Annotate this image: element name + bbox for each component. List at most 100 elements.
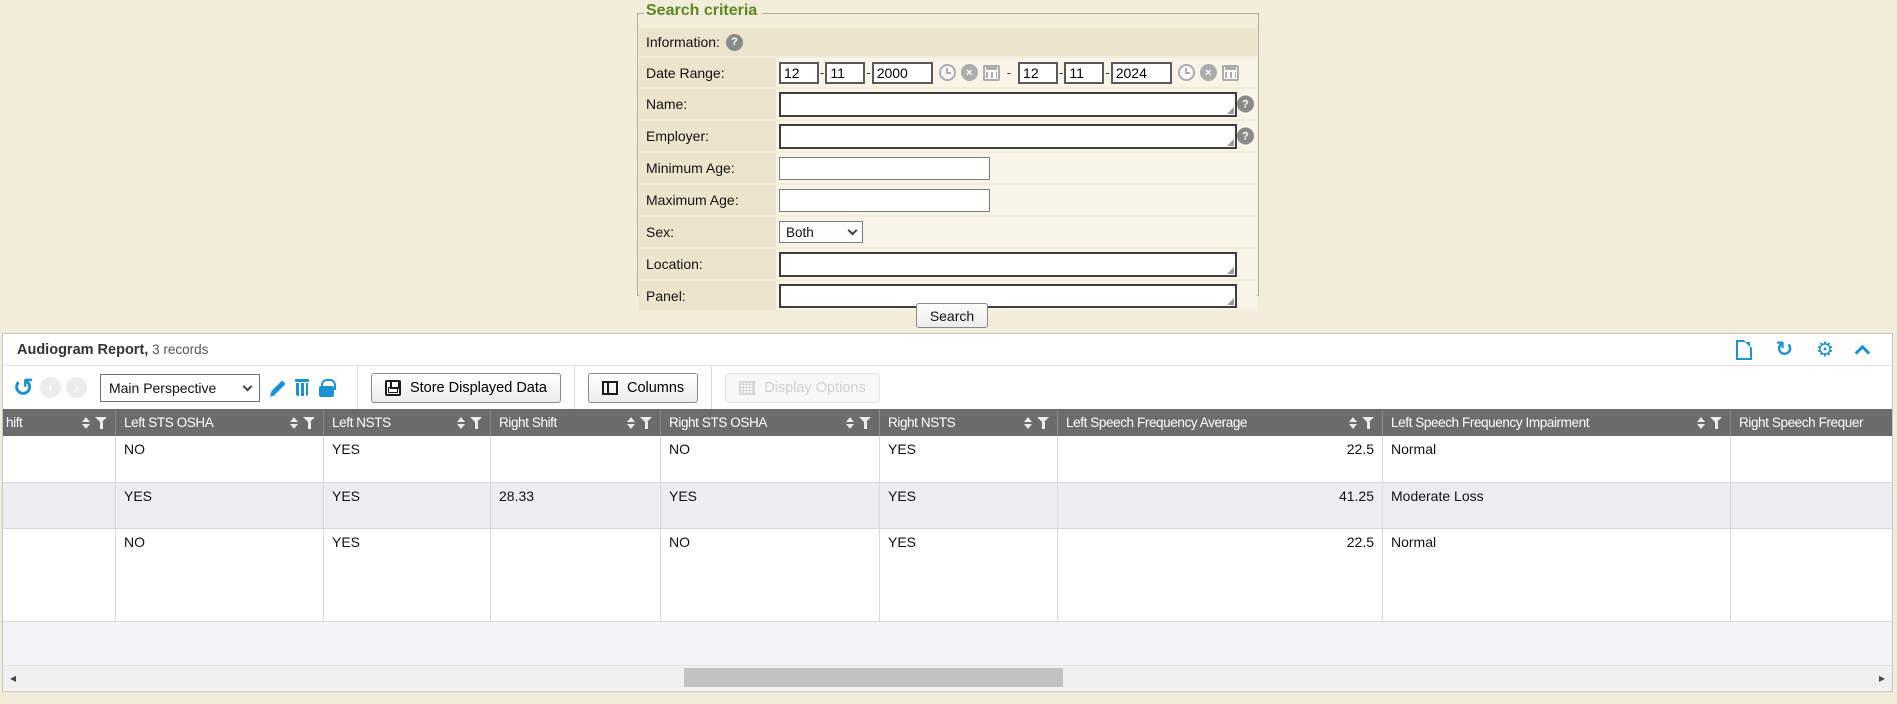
perspective-select[interactable]: Main Perspective [99, 373, 260, 402]
min-age-row: Minimum Age: [639, 153, 1257, 183]
filter-funnel-icon[interactable] [95, 416, 108, 429]
table-cell [1731, 483, 1892, 528]
filter-funnel-icon[interactable] [303, 416, 316, 429]
table-cell [3, 436, 116, 482]
to-year-input[interactable] [1110, 61, 1172, 84]
date-dash: - [1105, 65, 1110, 80]
location-row: Location: [639, 249, 1257, 279]
panel-resize-handle[interactable] [1227, 297, 1234, 305]
undo-icon[interactable]: ↺ [13, 373, 34, 402]
employer-input[interactable] [781, 125, 1235, 147]
table-cell: YES [880, 529, 1058, 621]
gear-icon[interactable]: ⚙ [1816, 338, 1834, 361]
filter-funnel-icon[interactable] [470, 416, 483, 429]
sort-icon[interactable] [1024, 416, 1032, 429]
max-age-input[interactable] [779, 188, 990, 212]
sex-row: Sex: Both [639, 217, 1257, 247]
column-header-label: Right STS OSHA [669, 415, 767, 430]
from-year-input[interactable] [871, 61, 933, 84]
column-header-left-nsts[interactable]: Left NSTS [324, 409, 491, 436]
columns-icon [601, 380, 618, 395]
column-header-left-speech-frequency-average[interactable]: Left Speech Frequency Average [1058, 409, 1383, 436]
scroll-left-arrow[interactable]: ◂ [10, 671, 17, 685]
from-calendar-icon[interactable] [982, 64, 1000, 81]
collapse-icon[interactable] [1854, 344, 1871, 360]
from-day-input[interactable] [825, 61, 866, 84]
column-header-label: Left Speech Frequency Average [1066, 415, 1248, 430]
information-help-icon[interactable]: ? [725, 33, 743, 51]
search-button[interactable]: Search [916, 303, 988, 328]
column-header-right-nsts[interactable]: Right NSTS [880, 409, 1058, 436]
location-resize-handle[interactable] [1227, 266, 1234, 274]
filter-funnel-icon[interactable] [859, 416, 872, 429]
sort-icon[interactable] [457, 416, 465, 429]
trash-icon[interactable] [294, 379, 309, 396]
name-help-icon[interactable]: ? [1237, 95, 1254, 113]
min-age-input[interactable] [779, 156, 990, 180]
column-header-right-shift[interactable]: Right Shift [491, 409, 661, 436]
table-cell: 22.5 [1058, 529, 1383, 621]
perspective-select-value: Main Perspective [108, 379, 217, 396]
employer-row: Employer: ? [639, 121, 1257, 151]
table-footer-area [3, 622, 1892, 665]
table-cell: YES [661, 483, 880, 528]
column-header-label: Right Shift [499, 415, 557, 430]
columns-button[interactable]: Columns [587, 372, 699, 403]
to-clear-icon[interactable]: × [1199, 64, 1217, 81]
record-count: 3 records [148, 342, 209, 357]
scrollbar-thumb[interactable] [684, 668, 1063, 687]
horizontal-scrollbar[interactable]: ◂ ▸ [3, 665, 1892, 690]
sort-icon[interactable] [1349, 416, 1357, 429]
table-cell: YES [116, 483, 324, 528]
sort-icon[interactable] [846, 416, 854, 429]
sort-icon[interactable] [1697, 416, 1705, 429]
name-resize-handle[interactable] [1227, 106, 1234, 114]
name-input[interactable] [781, 93, 1235, 115]
table-cell: YES [324, 436, 491, 482]
search-criteria-panel: Search criteria Information: ? Date Rang… [637, 2, 1259, 310]
scroll-right-arrow[interactable]: ▸ [1878, 671, 1885, 685]
column-header-left-sts-osha[interactable]: Left STS OSHA [116, 409, 324, 436]
information-row: Information: ? [639, 28, 1257, 56]
sort-icon[interactable] [82, 416, 90, 429]
from-clear-icon[interactable]: × [960, 64, 978, 81]
filter-funnel-icon[interactable] [1710, 416, 1723, 429]
employer-resize-handle[interactable] [1227, 138, 1234, 146]
panel-label: Panel: [646, 287, 686, 304]
table-row[interactable]: YES YES 28.33 YES YES 41.25 Moderate Loss [3, 483, 1892, 529]
column-header-right-speech-frequer[interactable]: Right Speech Frequer [1731, 409, 1892, 436]
table-row[interactable]: NO YES NO YES 22.5 Normal [3, 436, 1892, 483]
location-input[interactable] [781, 253, 1235, 275]
previous-perspective-button: ‹ [39, 377, 61, 398]
toolbar-divider [711, 366, 713, 409]
filter-funnel-icon[interactable] [1037, 416, 1050, 429]
sort-icon[interactable] [627, 416, 635, 429]
new-document-icon[interactable] [1736, 339, 1753, 360]
lock-icon[interactable] [318, 378, 336, 397]
table-cell [491, 436, 661, 482]
table-cell [491, 529, 661, 621]
table-cell [3, 529, 116, 621]
from-time-icon[interactable] [938, 64, 956, 81]
column-header-hift[interactable]: hift [3, 409, 116, 436]
filter-funnel-icon[interactable] [1362, 416, 1375, 429]
table-row[interactable]: NO YES NO YES 22.5 Normal [3, 529, 1892, 622]
sex-select-value: Both [786, 224, 814, 240]
sort-icon[interactable] [290, 416, 298, 429]
edit-icon[interactable] [271, 380, 286, 395]
store-displayed-data-button[interactable]: Store Displayed Data [370, 372, 561, 403]
table-header-row: hift Left STS OSHA Left NSTS Right Shift Rig… [3, 409, 1892, 436]
panel-input[interactable] [781, 285, 1235, 306]
to-day-input[interactable] [1064, 61, 1105, 84]
to-calendar-icon[interactable] [1221, 64, 1239, 81]
filter-funnel-icon[interactable] [640, 416, 653, 429]
to-month-input[interactable] [1018, 61, 1059, 84]
from-month-input[interactable] [779, 61, 819, 84]
column-header-left-speech-frequency-impairment[interactable]: Left Speech Frequency Impairment [1383, 409, 1731, 436]
refresh-icon[interactable]: ↻ [1775, 337, 1794, 361]
to-time-icon[interactable] [1177, 64, 1195, 81]
date-dash: - [1059, 65, 1064, 80]
sex-select[interactable]: Both [779, 221, 863, 243]
employer-help-icon[interactable]: ? [1237, 127, 1254, 145]
column-header-right-sts-osha[interactable]: Right STS OSHA [661, 409, 880, 436]
